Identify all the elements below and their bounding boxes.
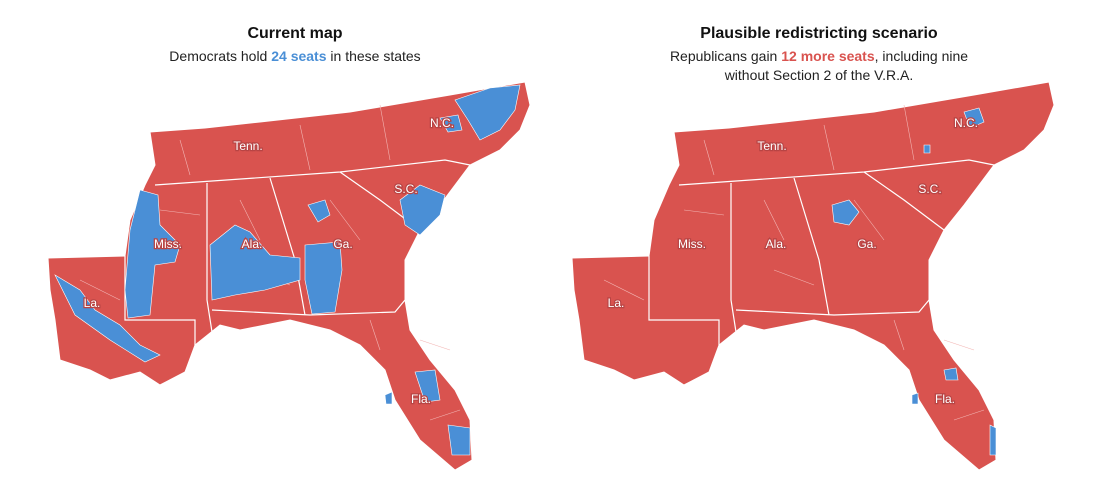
- panel-subtitle: without Section 2 of the V.R.A.: [724, 67, 914, 83]
- state-label: Ala.: [766, 237, 787, 251]
- state-label: Ga.: [857, 237, 876, 251]
- current-map: [47, 81, 531, 471]
- state-label: Miss.: [154, 237, 182, 251]
- panel-subtitle: Republicans gain 12 more seats, includin…: [670, 48, 968, 64]
- dem-districts: [54, 84, 521, 456]
- state-label: La.: [84, 296, 101, 310]
- subtitle-text: in these states: [327, 48, 421, 64]
- state-label: N.C.: [430, 116, 454, 130]
- scenario-map: [571, 81, 1055, 471]
- state-label: Ga.: [333, 237, 352, 251]
- state-label: La.: [608, 296, 625, 310]
- subtitle-text: Democrats hold: [169, 48, 271, 64]
- subtitle-text: Republicans gain: [670, 48, 781, 64]
- state-label: N.C.: [954, 116, 978, 130]
- panel-subtitle: Democrats hold 24 seats in these states: [169, 48, 420, 64]
- highlight: 12 more seats: [781, 48, 875, 64]
- subtitle-text: , including nine: [875, 48, 969, 64]
- panel-title: Current map: [247, 25, 342, 42]
- panel-title: Plausible redistricting scenario: [700, 25, 938, 42]
- state-label: Tenn.: [757, 139, 786, 153]
- state-label: S.C.: [394, 182, 417, 196]
- state-label: S.C.: [918, 182, 941, 196]
- state-label: Tenn.: [233, 139, 262, 153]
- subtitle-text: without Section 2 of the V.R.A.: [724, 67, 914, 83]
- state-label: Miss.: [678, 237, 706, 251]
- state-label: Fla.: [935, 392, 955, 406]
- map-base: [571, 81, 1055, 471]
- dem-districts: [831, 107, 997, 456]
- highlight: 24 seats: [271, 48, 326, 64]
- state-label: Fla.: [411, 392, 431, 406]
- state-label: Ala.: [242, 237, 263, 251]
